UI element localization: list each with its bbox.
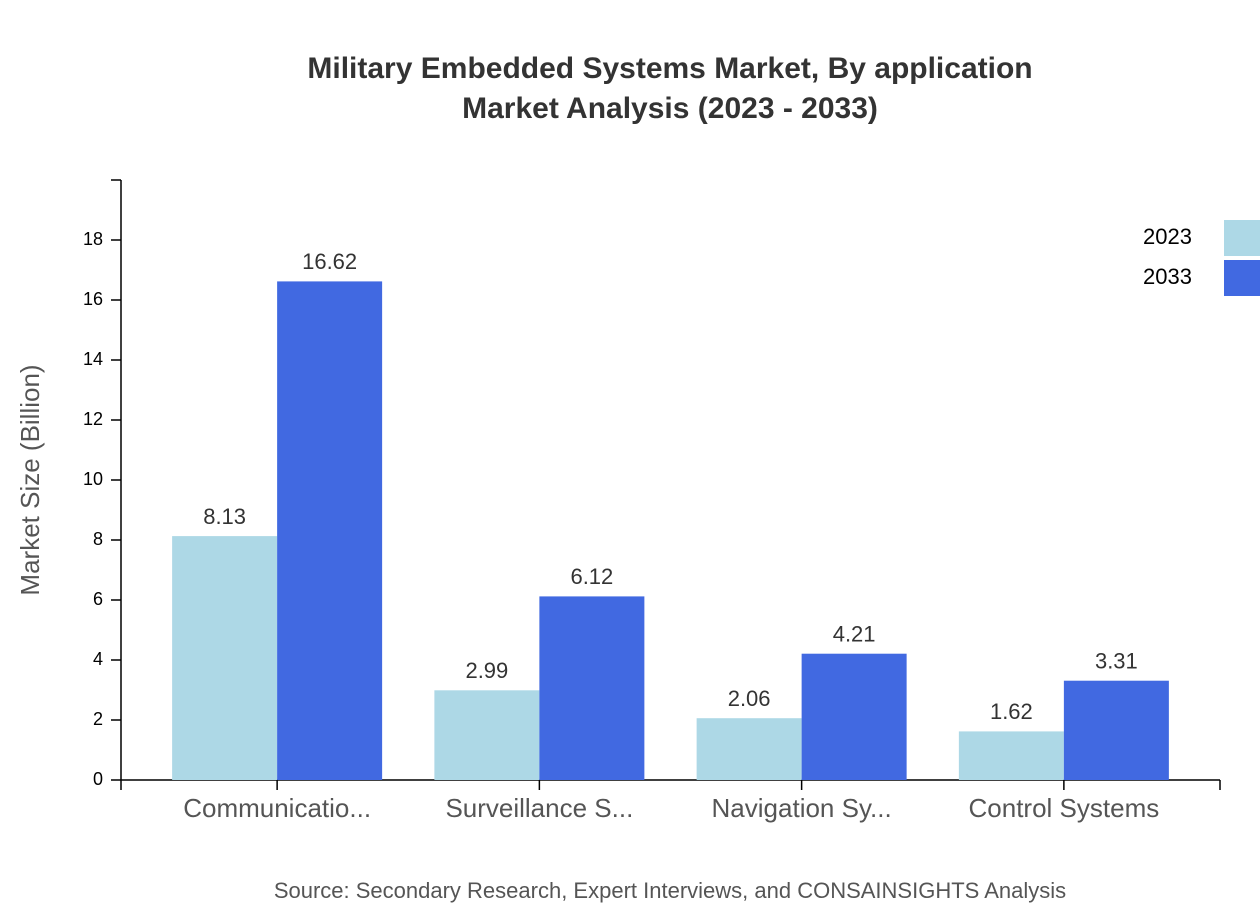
data-label: 1.62	[990, 699, 1033, 724]
source-note: Source: Secondary Research, Expert Inter…	[274, 878, 1066, 903]
y-tick-label: 0	[93, 769, 103, 789]
bar	[172, 536, 278, 780]
y-tick-label: 2	[93, 709, 103, 729]
bar	[801, 653, 907, 780]
legend-swatch	[1224, 260, 1260, 296]
y-tick-label: 6	[93, 589, 103, 609]
bar	[958, 731, 1064, 780]
y-axis-label: Market Size (Billion)	[15, 364, 45, 595]
bar	[277, 281, 383, 780]
y-tick-label: 8	[93, 529, 103, 549]
chart-title: Military Embedded Systems Market, By app…	[307, 52, 1032, 85]
data-label: 6.12	[570, 564, 613, 589]
bar	[696, 718, 802, 780]
x-tick-label: Control Systems	[969, 793, 1160, 823]
x-tick-label: Navigation Sy...	[712, 793, 892, 823]
y-tick-label: 16	[83, 289, 103, 309]
y-tick-label: 14	[83, 349, 103, 369]
data-label: 2.99	[465, 658, 508, 683]
y-tick-label: 4	[93, 649, 103, 669]
y-tick-label: 18	[83, 229, 103, 249]
bar	[434, 690, 540, 780]
data-label: 4.21	[833, 622, 876, 647]
legend-swatch	[1224, 220, 1260, 256]
data-label: 16.62	[302, 249, 357, 274]
x-tick-label: Communicatio...	[183, 793, 371, 823]
legend-label: 2023	[1143, 224, 1192, 249]
y-tick-label: 12	[83, 409, 103, 429]
legend-label: 2033	[1143, 264, 1192, 289]
data-label: 2.06	[728, 686, 771, 711]
x-tick-label: Surveillance S...	[445, 793, 633, 823]
data-label: 3.31	[1095, 649, 1138, 674]
bar	[539, 596, 645, 780]
y-tick-label: 10	[83, 469, 103, 489]
chart-subtitle: Market Analysis (2023 - 2033)	[462, 92, 878, 125]
data-label: 8.13	[203, 504, 246, 529]
bar	[1063, 680, 1169, 780]
